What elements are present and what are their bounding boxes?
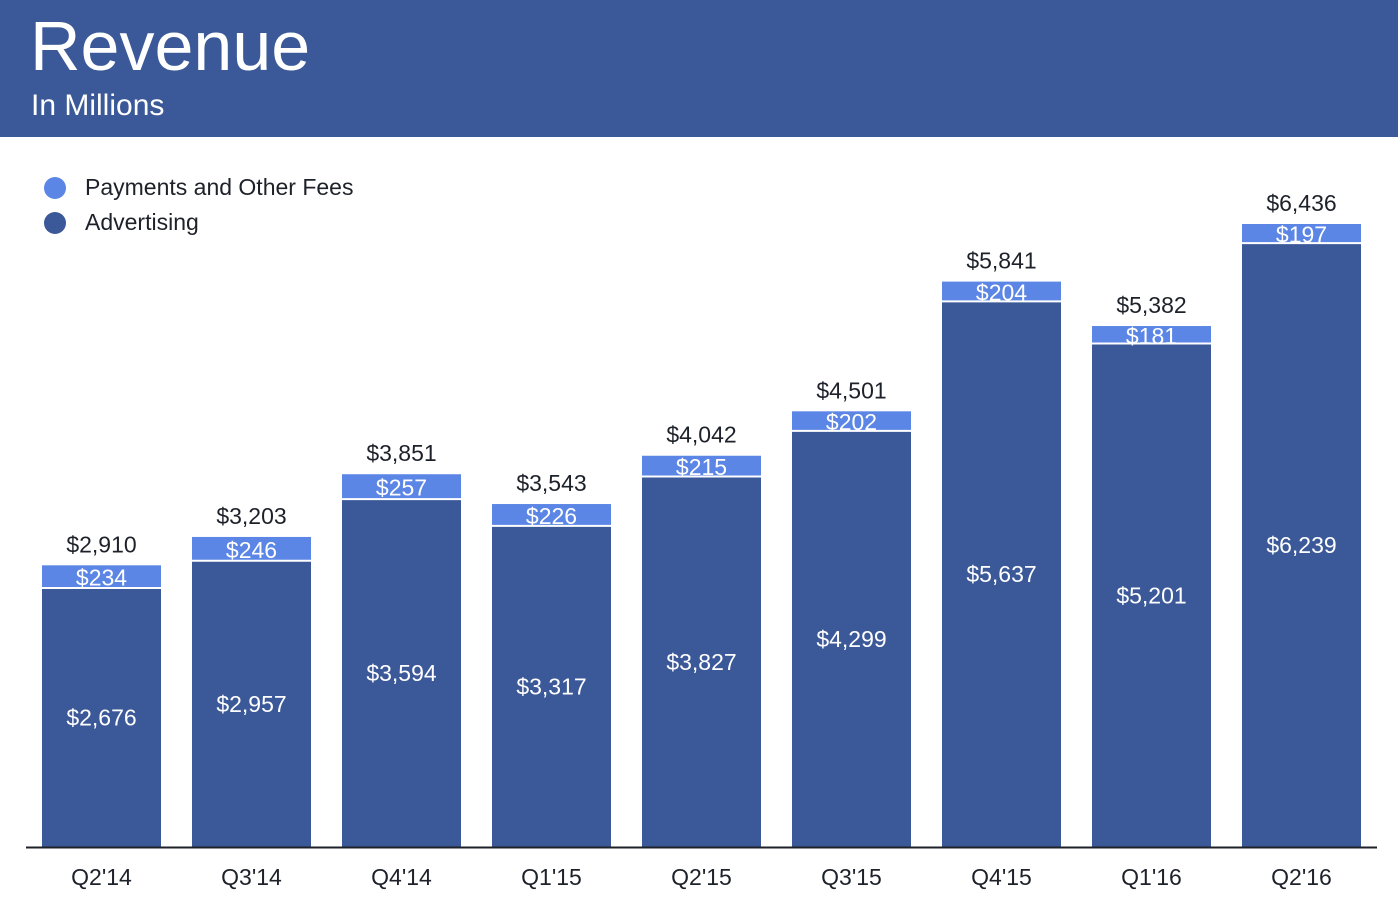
- data-label-advertising: $2,957: [216, 691, 286, 717]
- x-tick-label: Q4'14: [371, 864, 432, 890]
- data-label-payments: $246: [226, 537, 277, 563]
- data-label-advertising: $3,827: [666, 649, 736, 675]
- legend: Payments and Other Fees Advertising: [44, 170, 353, 240]
- legend-marker-payments: [44, 176, 66, 199]
- data-label-payments: $226: [526, 503, 577, 529]
- bar-advertising: [942, 301, 1061, 847]
- data-label-total: $3,203: [216, 503, 286, 529]
- data-label-payments: $204: [976, 279, 1027, 305]
- x-tick-label: Q2'15: [671, 864, 732, 890]
- bar-payments: [1092, 326, 1211, 344]
- data-label-advertising: $5,201: [1116, 582, 1186, 608]
- data-label-total: $2,910: [66, 531, 136, 557]
- bar-advertising: [342, 499, 461, 847]
- data-label-payments: $257: [376, 475, 427, 501]
- legend-label-advertising: Advertising: [85, 209, 199, 235]
- bar-advertising: [192, 560, 311, 847]
- bar-advertising: [642, 476, 761, 847]
- x-tick-label: Q1'16: [1121, 864, 1182, 890]
- data-label-payments: $202: [826, 409, 877, 435]
- bar-payments: [1242, 224, 1361, 244]
- data-label-advertising: $3,317: [516, 673, 586, 699]
- bar-advertising: [492, 525, 611, 847]
- data-label-total: $6,436: [1266, 190, 1336, 216]
- x-tick-label: Q3'15: [821, 864, 882, 890]
- x-tick-label: Q4'15: [971, 864, 1032, 890]
- bar-payments: [192, 536, 311, 561]
- chart-header: Revenue In Millions: [0, 0, 1398, 137]
- bar-payments: [342, 474, 461, 500]
- legend-marker-advertising: [44, 211, 66, 234]
- chart-subtitle: In Millions: [31, 89, 165, 122]
- data-label-advertising: $3,594: [366, 660, 437, 686]
- x-tick-label: Q2'14: [71, 864, 132, 890]
- x-tick-label: Q3'14: [221, 864, 282, 890]
- bar-advertising: [1242, 243, 1361, 847]
- data-label-payments: $181: [1126, 323, 1177, 349]
- data-label-total: $3,851: [366, 440, 436, 466]
- legend-label-payments: Payments and Other Fees: [85, 174, 354, 200]
- bar-payments: [642, 455, 761, 477]
- data-label-advertising: $4,299: [816, 626, 886, 652]
- data-label-total: $3,543: [516, 470, 586, 496]
- x-tick-label: Q2'16: [1271, 864, 1332, 890]
- chart-title: Revenue: [30, 7, 311, 85]
- data-label-total: $5,841: [966, 248, 1036, 274]
- data-label-payments: $215: [676, 454, 727, 480]
- bar-payments: [942, 281, 1061, 302]
- data-label-total: $4,501: [816, 377, 886, 403]
- legend-item-payments: Payments and Other Fees: [44, 170, 353, 205]
- data-label-payments: $197: [1276, 222, 1327, 248]
- bar-advertising: [792, 430, 911, 847]
- data-label-advertising: $6,239: [1266, 532, 1336, 558]
- data-label-advertising: $2,676: [66, 704, 136, 730]
- data-label-total: $5,382: [1116, 292, 1186, 318]
- data-label-payments: $234: [76, 565, 127, 591]
- data-label-total: $4,042: [666, 422, 736, 448]
- bar-payments: [792, 411, 911, 431]
- data-label-advertising: $5,637: [966, 561, 1036, 587]
- bar-advertising: [42, 587, 161, 847]
- legend-item-advertising: Advertising: [44, 205, 353, 240]
- bar-payments: [42, 565, 161, 588]
- x-tick-label: Q1'15: [521, 864, 582, 890]
- bar-advertising: [1092, 343, 1211, 847]
- bar-payments: [492, 504, 611, 526]
